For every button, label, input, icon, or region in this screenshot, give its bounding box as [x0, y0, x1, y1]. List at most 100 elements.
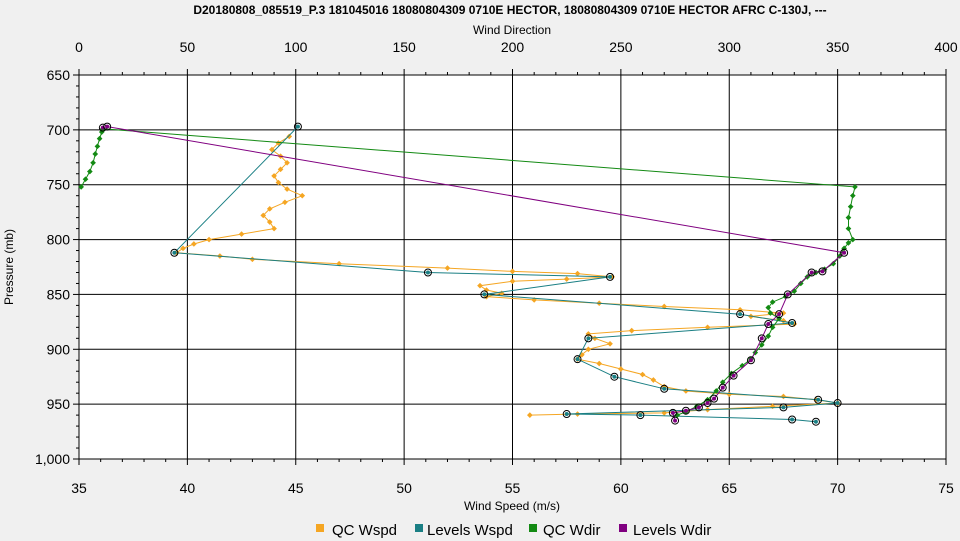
data-point-fill-levels-wspd	[790, 417, 795, 422]
data-point-qc-wspd	[271, 225, 277, 232]
x-tick-label: 45	[288, 480, 304, 496]
x-axis-title: Wind Speed (m/s)	[464, 499, 560, 513]
data-point-qc-wdir	[849, 192, 856, 199]
data-point-qc-wspd	[596, 360, 603, 367]
data-point-levels-wdir	[818, 267, 827, 276]
data-point-fill-levels-wdir	[712, 396, 717, 401]
data-point-fill-levels-wspd	[586, 336, 591, 341]
series-line-levels-wdir	[102, 126, 846, 421]
data-point-qc-wdir	[758, 342, 765, 348]
legend-swatch-levels-wspd	[415, 524, 423, 532]
data-point-fill-levels-wdir	[105, 124, 110, 129]
data-point-levels-wdir	[694, 403, 703, 412]
y-tick-label: 700	[47, 122, 71, 138]
legend-label-qc-wdir: QC Wdir	[543, 522, 601, 539]
y-axis-title: Pressure (mb)	[2, 229, 16, 305]
legend-item-levels-wspd[interactable]: Levels Wspd	[415, 522, 513, 539]
x-tick-label: 55	[505, 480, 521, 496]
data-point-qc-wspd	[444, 265, 451, 271]
data-point-qc-wdir	[765, 304, 772, 311]
chart-title: D20180808_085519_P.3 181045016 180808043…	[193, 3, 826, 17]
legend-item-qc-wdir[interactable]: QC Wdir	[529, 522, 601, 539]
data-point-fill-levels-wdir	[759, 336, 764, 341]
data-point-levels-wspd	[736, 310, 745, 319]
data-point-qc-wspd	[266, 206, 273, 212]
data-point-qc-wspd	[206, 236, 212, 243]
x2-tick-label: 400	[934, 39, 958, 55]
data-point-qc-wdir	[713, 388, 720, 394]
data-point-qc-wspd	[527, 412, 533, 418]
data-point-fill-levels-wspd	[816, 397, 821, 402]
data-point-qc-wdir	[719, 379, 726, 386]
data-point-qc-wdir	[845, 214, 852, 221]
data-point-levels-wdir	[775, 310, 784, 319]
data-point-qc-wdir	[852, 184, 858, 190]
data-point-qc-wdir	[92, 151, 99, 157]
data-point-fill-levels-wspd	[662, 386, 667, 391]
x-tick-label: 40	[180, 480, 196, 496]
data-point-fill-levels-wdir	[720, 385, 725, 390]
data-point-qc-wspd	[585, 346, 592, 353]
data-point-levels-wspd	[811, 417, 820, 426]
data-point-levels-wdir	[703, 399, 712, 408]
data-point-fill-levels-wspd	[564, 412, 569, 417]
x2-tick-label: 100	[284, 39, 308, 55]
x2-tick-label: 150	[392, 39, 416, 55]
x-tick-label: 65	[721, 480, 737, 496]
x-tick-label: 50	[396, 480, 412, 496]
data-point-levels-wdir	[671, 416, 680, 425]
data-point-levels-wdir	[718, 383, 727, 392]
data-point-levels-wspd	[610, 372, 619, 381]
data-point-levels-wspd	[779, 403, 788, 412]
data-point-levels-wdir	[757, 334, 766, 343]
data-point-qc-wspd	[477, 282, 483, 289]
data-point-qc-wspd	[286, 133, 293, 140]
data-point-qc-wspd	[266, 219, 273, 225]
data-point-levels-wspd	[636, 411, 645, 420]
legend-label-levels-wspd: Levels Wspd	[427, 522, 513, 539]
data-point-qc-wspd	[639, 371, 646, 378]
x-tick-label: 60	[613, 480, 629, 496]
data-point-fill-levels-wdir	[670, 410, 675, 415]
data-point-qc-wspd	[574, 270, 581, 277]
legend-item-levels-wdir[interactable]: Levels Wdir	[619, 522, 711, 539]
data-point-levels-wdir	[668, 408, 677, 417]
data-point-fill-levels-wspd	[835, 401, 840, 406]
data-point-fill-levels-wspd	[575, 357, 580, 362]
data-point-levels-wspd	[293, 122, 302, 131]
data-point-fill-levels-wdir	[748, 358, 753, 363]
series-line-levels-wspd	[173, 126, 838, 423]
data-point-fill-levels-wspd	[638, 413, 643, 418]
data-point-levels-wspd	[170, 248, 179, 257]
data-point-fill-levels-wspd	[172, 250, 177, 255]
x-tick-label: 35	[71, 480, 87, 496]
data-point-levels-wspd	[788, 415, 797, 424]
x2-axis-title: Wind Direction	[473, 23, 551, 37]
data-point-levels-wspd	[562, 410, 571, 419]
data-point-qc-wdir	[96, 135, 103, 142]
data-point-qc-wdir	[767, 310, 774, 316]
legend-item-qc-wspd[interactable]: QC Wspd	[316, 522, 397, 539]
data-point-qc-wdir	[845, 240, 852, 246]
data-point-levels-wdir	[807, 268, 816, 277]
data-point-levels-wdir	[710, 394, 719, 403]
data-point-qc-wspd	[260, 212, 267, 219]
data-point-fill-levels-wdir	[731, 373, 736, 378]
data-point-qc-wdir	[674, 412, 681, 418]
data-point-qc-wspd	[180, 245, 186, 252]
x2-tick-label: 50	[180, 39, 196, 55]
plot-frame	[78, 74, 947, 460]
y-tick-label: 1,000	[35, 451, 70, 467]
data-point-fill-levels-wdir	[777, 312, 782, 317]
data-point-fill-levels-wdir	[696, 405, 701, 410]
data-point-fill-levels-wspd	[790, 320, 795, 325]
data-point-fill-levels-wspd	[738, 312, 743, 317]
data-point-fill-levels-wspd	[425, 270, 430, 275]
data-point-qc-wdir	[845, 225, 852, 232]
data-point-qc-wdir	[94, 143, 101, 150]
legend-label-qc-wspd: QC Wspd	[332, 522, 397, 539]
data-point-qc-wspd	[275, 179, 282, 186]
data-point-qc-wspd	[650, 377, 657, 383]
